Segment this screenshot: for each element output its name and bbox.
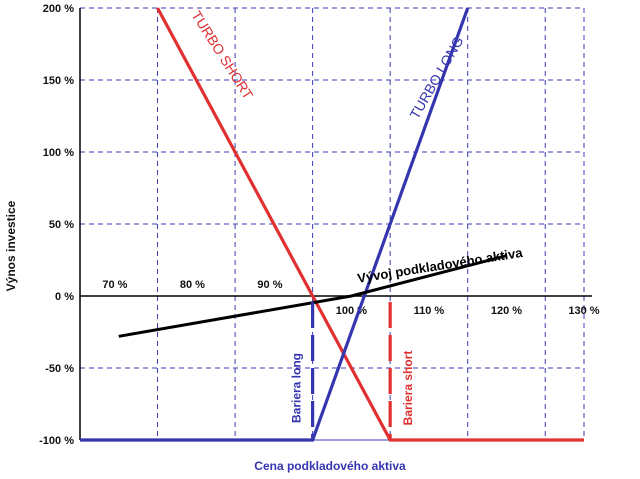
x-tick-label: 100 % [336, 305, 367, 317]
underlying-asset-line [118, 254, 507, 338]
turbo-long-label: TURBO LONG [406, 33, 466, 121]
x-tick-label: 110 % [414, 305, 445, 317]
y-tick-label: 50 % [49, 219, 74, 231]
y-axis-title: Výnos investice [4, 200, 18, 291]
turbo-short-label: TURBO SHORT [188, 8, 256, 103]
x-tick-label: 80 % [180, 279, 205, 291]
barrier-long-label: Bariera long [290, 353, 304, 423]
x-tick-label: 90 % [257, 279, 282, 291]
y-tick-label: 0 % [55, 291, 74, 303]
y-tick-label: 150 % [43, 75, 74, 87]
x-tick-label: 120 % [491, 305, 522, 317]
y-tick-label: -50 % [45, 363, 74, 375]
y-tick-label: -100 % [39, 435, 74, 447]
y-tick-label: 100 % [43, 147, 74, 159]
x-axis-title: Cena podkladového aktiva [254, 459, 406, 473]
barrier-short-label: Bariera short [401, 351, 415, 426]
y-tick-label: 200 % [43, 3, 74, 15]
x-tick-label: 70 % [102, 279, 127, 291]
x-tick-label: 130 % [568, 305, 599, 317]
